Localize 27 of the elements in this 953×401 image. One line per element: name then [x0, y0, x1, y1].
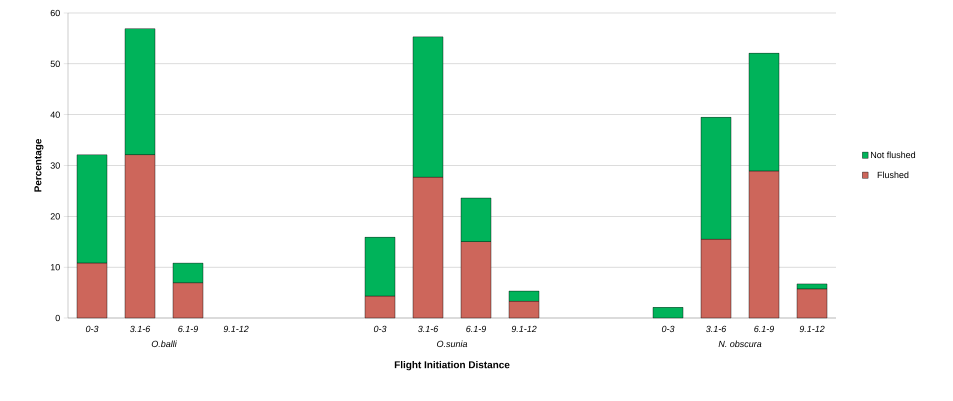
x-tick-label: 0-3: [374, 326, 386, 332]
x-tick-label: 6.1-9: [178, 326, 198, 332]
text: O.balli: [152, 340, 177, 348]
y-tick-label: 30: [50, 162, 60, 169]
x-axis-title: Flight Initiation Distance: [394, 360, 510, 370]
text: N. obscura: [718, 340, 762, 348]
x-tick-label: 3.1-6: [130, 326, 150, 332]
x-tick-label: 9.1-12: [800, 326, 825, 332]
y-tick-label: 50: [50, 60, 60, 68]
x-tick-label: 0-3: [86, 326, 98, 332]
y-axis-title: Percentage: [34, 138, 44, 192]
x-tick-label: 0-3: [662, 326, 674, 332]
y-tick-label: 60: [50, 10, 60, 16]
bar: [652, 307, 684, 318]
y-tick-label: 20: [50, 213, 60, 220]
text: O.sunia: [437, 340, 468, 348]
x-tick-label: 3.1-6: [418, 326, 438, 332]
y-tick-label: 0: [56, 314, 60, 322]
x-tick-label: 9.1-12: [224, 326, 249, 332]
legend-label: Not flushed: [871, 152, 916, 158]
x-tick-label: 6.1-9: [466, 326, 486, 332]
legend-label: Flushed: [878, 171, 908, 178]
x-tick-label: 9.1-12: [512, 326, 537, 332]
x-tick-label: 6.1-9: [754, 326, 774, 332]
x-tick-label: 3.1-6: [706, 326, 726, 332]
y-tick-label: 10: [50, 264, 60, 270]
y-tick-label: 40: [50, 111, 60, 118]
